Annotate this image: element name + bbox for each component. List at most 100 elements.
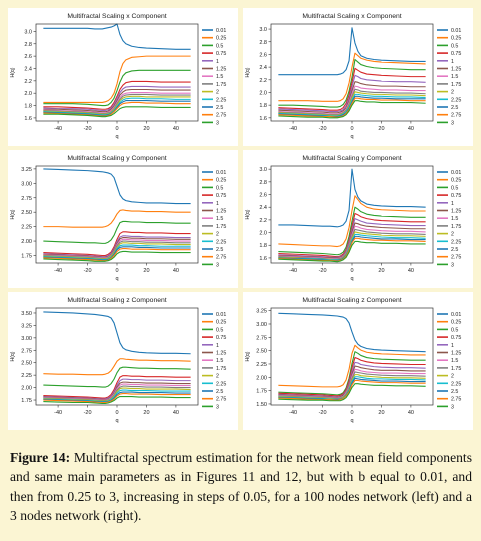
legend-label: 1.75 (451, 366, 461, 372)
x-tick-label: -40 (289, 410, 297, 416)
y-axis-label: H(q) (245, 209, 251, 219)
legend-label: 1 (451, 201, 454, 207)
legend-label: 2.75 (451, 255, 461, 261)
legend-label: 3 (451, 120, 454, 126)
y-tick-label: 2.4 (259, 65, 267, 71)
series-line-1.5 (278, 85, 426, 115)
series-line-1.25 (43, 88, 191, 113)
legend: 0.01 0.250.5 0.75 1 1.251.5 1.75 22.25 2.5 2.753 (202, 312, 226, 410)
legend-label: 0.75 (451, 335, 461, 341)
legend-label: 0.25 (451, 178, 461, 184)
chart-svg: Multifractal Scaling z Component -40 -20 0 2… (245, 297, 461, 424)
x-axis-label: q (350, 418, 353, 424)
series-line-0.75 (278, 67, 426, 111)
series-line-3 (43, 395, 191, 405)
x-tick-label: -40 (289, 126, 297, 132)
y-tick-label: 2.6 (259, 52, 267, 58)
legend-label: 0.01 (216, 312, 226, 318)
series-line-2.75 (278, 97, 426, 118)
y-tick-label: 1.75 (21, 398, 32, 404)
legend-label: 2 (216, 90, 219, 96)
legend-label: 2.5 (451, 389, 458, 395)
series-line-2.75 (43, 248, 191, 262)
y-tick-label: 2.0 (259, 90, 267, 96)
y-tick-label: 1.6 (24, 116, 32, 122)
series-line-2 (278, 91, 426, 116)
x-tick-label: 0 (115, 268, 118, 274)
y-axis-label: H(q) (10, 67, 16, 77)
legend-label: 1.25 (216, 67, 226, 73)
legend-label: 2 (216, 374, 219, 380)
chart-title: Multifractal Scaling z Component (302, 297, 401, 304)
series-line-0.01 (278, 168, 426, 228)
series-line-0.5 (278, 206, 426, 256)
series-group (278, 312, 426, 402)
y-axis-label: H(q) (245, 67, 251, 77)
legend-label: 1 (216, 59, 219, 65)
y-tick-label: 2.00 (256, 375, 267, 381)
x-tick-label: 0 (115, 410, 118, 416)
x-tick-label: -40 (289, 268, 297, 274)
legend-label: 0.25 (451, 36, 461, 42)
chart-panel-1: Multifractal Scaling x Component -40 -20 0 2… (8, 8, 238, 146)
y-tick-label: 2.75 (21, 348, 32, 354)
x-tick-label: 40 (173, 126, 179, 132)
y-tick-label: 2.2 (259, 78, 267, 84)
legend-label: 2.25 (451, 381, 461, 387)
legend-label: 2 (451, 90, 454, 96)
legend-label: 0.01 (451, 28, 461, 34)
y-tick-label: 3.25 (256, 309, 267, 315)
x-axis-label: q (115, 134, 118, 140)
x-tick-label: 20 (143, 126, 149, 132)
plot-frame (270, 165, 434, 264)
legend: 0.01 0.250.5 0.75 1 1.251.5 1.75 22.25 2.5 2.753 (202, 170, 226, 268)
legend-label: 0.75 (216, 335, 226, 341)
chart-panel-4: Multifractal Scaling y Component -40 -20 0 2… (243, 150, 473, 288)
series-line-3 (278, 100, 426, 119)
series-line-3 (43, 250, 191, 262)
chart-title: Multifractal Scaling y Component (302, 155, 401, 162)
series-line-0.25 (278, 52, 426, 102)
legend-label: 1.75 (216, 224, 226, 230)
series-line-2.25 (43, 97, 191, 116)
plot-frame (270, 307, 434, 406)
series-line-1.5 (43, 92, 191, 114)
series-line-0.5 (43, 69, 191, 107)
caption-text: Multifractal spectrum estimation for the… (10, 450, 472, 524)
legend-label: 0.75 (216, 193, 226, 199)
legend-label: 3 (216, 120, 219, 126)
y-tick-label: 2.75 (21, 196, 32, 202)
legend-label: 2.5 (451, 247, 458, 253)
legend-label: 1.25 (451, 351, 461, 357)
legend-label: 0.25 (216, 320, 226, 326)
legend: 0.01 0.250.5 0.75 1 1.251.5 1.75 22.25 2.5 2.753 (202, 28, 226, 126)
series-line-0.25 (43, 358, 191, 376)
legend-label: 2 (216, 232, 219, 238)
y-tick-label: 2.6 (259, 193, 267, 199)
legend-label: 2.5 (451, 105, 458, 111)
legend-label: 2 (451, 374, 454, 380)
figure-label: Figure 14: (10, 450, 71, 465)
legend-label: 3 (216, 262, 219, 268)
series-line-0.75 (43, 80, 191, 110)
series-line-3 (278, 383, 426, 402)
legend-label: 1.5 (216, 358, 223, 364)
legend-label: 1.25 (451, 67, 461, 73)
legend-label: 2.25 (216, 239, 226, 245)
legend-label: 0.25 (451, 320, 461, 326)
chart-panel-5: Multifractal Scaling z Component -40 -20 0 2… (8, 292, 238, 430)
legend-label: 0.75 (451, 51, 461, 57)
legend-label: 0.01 (216, 170, 226, 176)
legend-label: 2.75 (216, 397, 226, 403)
chart-svg: Multifractal Scaling y Component -40 -20 0 2… (245, 155, 461, 282)
series-line-0.01 (278, 312, 426, 353)
series-line-0.01 (278, 27, 426, 76)
legend-label: 3 (216, 404, 219, 410)
legend-label: 0.5 (451, 327, 458, 333)
legend-label: 0.5 (216, 43, 223, 49)
legend: 0.01 0.250.5 0.75 1 1.251.5 1.75 22.25 2.5 2.753 (437, 28, 461, 126)
y-tick-label: 2.2 (24, 79, 32, 85)
legend-label: 1.5 (451, 74, 458, 80)
legend-label: 3 (451, 262, 454, 268)
